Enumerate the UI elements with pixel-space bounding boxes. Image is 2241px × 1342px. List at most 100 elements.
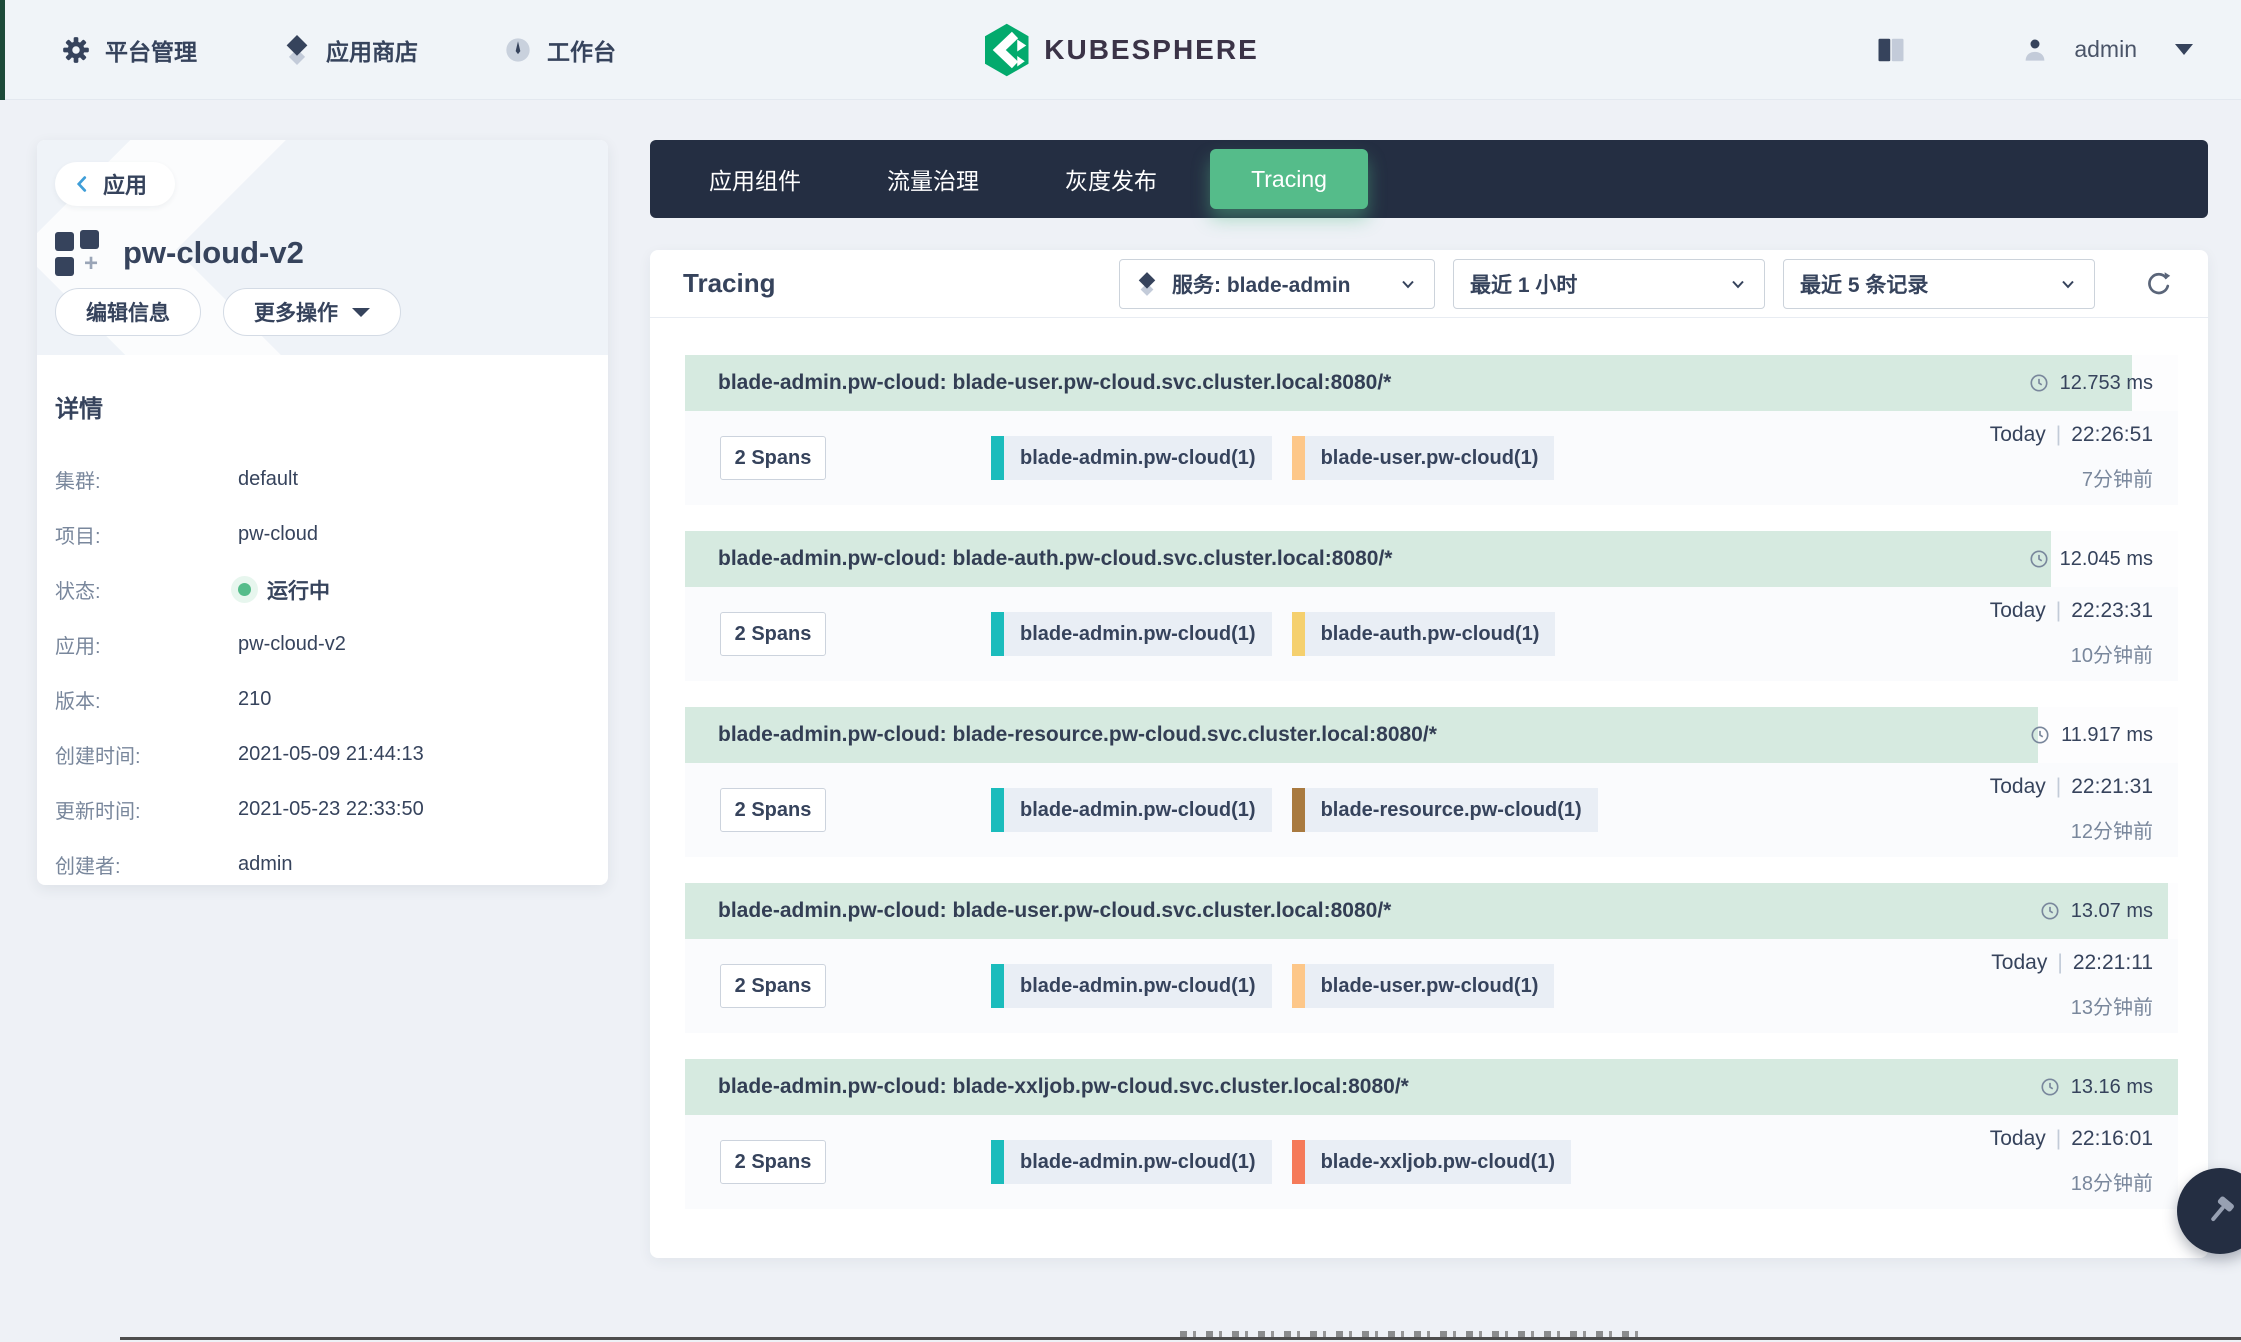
nav-item-app-store[interactable]: 应用商店	[283, 33, 418, 67]
trace-timestamp: Today | 22:26:51 7分钟前	[1990, 423, 2153, 492]
tab-app-components[interactable]: 应用组件	[709, 168, 801, 194]
trace-time-value: 22:21:11	[2072, 951, 2153, 974]
application-icon: +	[55, 230, 101, 277]
service-tag: blade-admin.pw-cloud(1)	[991, 788, 1272, 832]
detail-value: admin	[238, 853, 293, 875]
back-to-apps-button[interactable]: 应用	[55, 162, 176, 206]
nav-item-label: 平台管理	[105, 38, 197, 65]
detail-label: 集群:	[55, 471, 101, 493]
span-count-badge: 2 Spans	[720, 788, 826, 832]
detail-label: 项目:	[55, 526, 101, 548]
trace-timestamp: Today | 22:21:31 12分钟前	[1990, 775, 2153, 844]
span-count-badge: 2 Spans	[720, 436, 826, 480]
trace-row[interactable]: blade-admin.pw-cloud: blade-user.pw-clou…	[685, 883, 2178, 1033]
kubesphere-logo[interactable]: KUBESPHERE	[982, 23, 1258, 77]
tag-label: blade-admin.pw-cloud(1)	[1004, 1140, 1272, 1184]
status-text: 运行中	[267, 579, 330, 603]
tag-color-swatch	[1291, 964, 1305, 1008]
clock-icon	[2041, 902, 2059, 920]
tag-color-swatch	[991, 964, 1004, 1008]
sidebar-details: 详情 集群: default 项目: pw-cloud 状态: 运行中 应用: …	[37, 355, 608, 885]
user-name[interactable]: admin	[2074, 36, 2137, 62]
trace-duration-track: blade-admin.pw-cloud: blade-resource.pw-…	[685, 707, 2178, 763]
tag-label: blade-admin.pw-cloud(1)	[1004, 436, 1272, 480]
trace-day: Today	[1989, 423, 2046, 446]
service-filter-dropdown[interactable]: 服务: blade-admin	[1119, 258, 1435, 309]
trace-list: blade-admin.pw-cloud: blade-user.pw-clou…	[650, 318, 2208, 1209]
trace-row[interactable]: blade-admin.pw-cloud: blade-auth.pw-clou…	[685, 531, 2178, 681]
trace-title: blade-admin.pw-cloud: blade-user.pw-clou…	[718, 371, 1392, 394]
trace-duration-bar	[685, 1059, 2178, 1115]
detail-row-status: 状态: 运行中	[55, 562, 590, 617]
left-edge-stripe	[0, 0, 5, 100]
trace-row[interactable]: blade-admin.pw-cloud: blade-user.pw-clou…	[685, 355, 2178, 505]
duration-value: 13.07 ms	[2070, 899, 2153, 922]
detail-label: 版本:	[55, 691, 101, 713]
service-tags: blade-admin.pw-cloud(1) blade-xxljob.pw-…	[991, 1140, 1572, 1184]
docs-book-icon[interactable]	[1876, 36, 1906, 64]
user-avatar-icon	[2020, 35, 2050, 65]
record-limit-dropdown[interactable]: 最近 5 条记录	[1783, 258, 2095, 309]
refresh-button[interactable]	[2143, 268, 2175, 300]
hammer-icon	[2200, 1191, 2240, 1231]
detail-label: 创建者:	[55, 856, 121, 878]
tag-color-swatch	[1291, 1140, 1305, 1184]
kubesphere-logo-icon	[982, 23, 1030, 77]
trace-duration-bar	[685, 531, 2052, 587]
tag-label: blade-xxljob.pw-cloud(1)	[1304, 1140, 1572, 1184]
detail-value: pw-cloud-v2	[238, 633, 346, 655]
sidebar-header: 应用 + pw-cloud-v2 编辑信息 更多操作	[37, 140, 608, 355]
tag-label: blade-auth.pw-cloud(1)	[1304, 612, 1556, 656]
logo-wordmark: KUBESPHERE	[1044, 33, 1259, 65]
service-tags: blade-admin.pw-cloud(1) blade-auth.pw-cl…	[991, 612, 1556, 656]
trace-duration: 12.753 ms	[2028, 355, 2153, 411]
trace-duration: 12.045 ms	[2028, 531, 2153, 587]
trace-duration-bar	[685, 883, 2168, 939]
separator: |	[2055, 775, 2062, 798]
clock-icon	[2031, 726, 2049, 744]
nav-item-label: 工作台	[547, 38, 616, 65]
separator: |	[2055, 599, 2062, 622]
tag-label: blade-user.pw-cloud(1)	[1304, 436, 1555, 480]
tag-color-swatch	[1291, 436, 1305, 480]
trace-relative-time: 13分钟前	[2070, 997, 2153, 1019]
detail-row-creator: 创建者: admin	[55, 837, 590, 885]
trace-row[interactable]: blade-admin.pw-cloud: blade-resource.pw-…	[685, 707, 2178, 857]
separator: |	[2055, 1127, 2062, 1150]
viewport-bottom-edge	[120, 1337, 2241, 1340]
toolbox-fab-button[interactable]	[2177, 1168, 2241, 1254]
gear-icon	[62, 36, 90, 64]
service-tags: blade-admin.pw-cloud(1) blade-user.pw-cl…	[991, 964, 1555, 1008]
trace-duration-bar	[685, 707, 2038, 763]
service-tag: blade-xxljob.pw-cloud(1)	[1291, 1140, 1572, 1184]
trace-duration-track: blade-admin.pw-cloud: blade-xxljob.pw-cl…	[685, 1059, 2178, 1115]
chevron-down-icon	[1728, 274, 1748, 294]
edit-info-button[interactable]: 编辑信息	[55, 288, 201, 336]
tracing-panel: Tracing 服务: blade-admin 最近 1 小时 最近 5 条记录	[650, 250, 2208, 1258]
more-actions-label: 更多操作	[254, 302, 338, 325]
trace-row[interactable]: blade-admin.pw-cloud: blade-xxljob.pw-cl…	[685, 1059, 2178, 1209]
tab-traffic-management[interactable]: 流量治理	[887, 168, 979, 194]
span-count-badge: 2 Spans	[720, 1140, 826, 1184]
time-range-dropdown[interactable]: 最近 1 小时	[1453, 258, 1765, 309]
separator: |	[2055, 423, 2062, 446]
nav-item-workbench[interactable]: 工作台	[504, 33, 616, 67]
tab-gray-release[interactable]: 灰度发布	[1065, 168, 1157, 194]
detail-label: 更新时间:	[55, 801, 141, 823]
detail-value: default	[238, 468, 299, 490]
top-nav-left: 平台管理 应用商店 工作台	[0, 33, 616, 67]
duration-value: 13.16 ms	[2070, 1075, 2153, 1098]
nav-item-platform-admin[interactable]: 平台管理	[62, 33, 197, 67]
more-actions-button[interactable]: 更多操作	[223, 288, 401, 336]
app-title-row: + pw-cloud-v2	[55, 230, 304, 277]
trace-day: Today	[1989, 1127, 2046, 1150]
user-menu-caret-icon[interactable]	[2175, 44, 2193, 55]
tab-tracing[interactable]: Tracing	[1210, 149, 1368, 209]
tag-label: blade-admin.pw-cloud(1)	[1004, 788, 1272, 832]
detail-row-cluster: 集群: default	[55, 452, 590, 507]
detail-row-created-time: 创建时间: 2021-05-09 21:44:13	[55, 727, 590, 782]
trace-duration: 11.917 ms	[2029, 707, 2153, 763]
duration-value: 12.045 ms	[2059, 547, 2153, 570]
service-tag: blade-admin.pw-cloud(1)	[991, 1140, 1272, 1184]
gauge-icon	[504, 36, 532, 64]
